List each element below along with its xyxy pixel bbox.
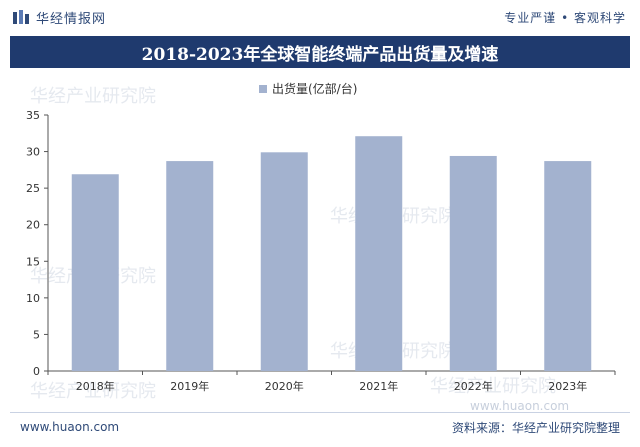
bar-chart: 华经产业研究院华经产业研究院华经产业研究院华经产业研究院华经产业研究院华经产业研… xyxy=(26,81,616,410)
y-tick-label: 5 xyxy=(33,328,40,341)
x-tick-label: 2023年 xyxy=(548,379,587,393)
brand-name: 华经情报网 xyxy=(36,11,107,27)
legend-label: 出货量(亿部/台) xyxy=(272,81,357,96)
legend-swatch xyxy=(259,85,267,93)
footer: www.huaon.com 资料来源：华经产业研究院整理 xyxy=(10,413,630,441)
slogan: 专业严谨 • 客观科学 xyxy=(504,10,626,25)
x-tick-label: 2020年 xyxy=(265,379,304,393)
bar-2020年 xyxy=(260,152,308,371)
chart-title-bar: 2018-2023年全球智能终端产品出货量及增速 xyxy=(10,36,630,68)
footer-source: 资料来源：华经产业研究院整理 xyxy=(451,420,620,435)
x-tick-label: 2022年 xyxy=(454,379,493,393)
y-tick-label: 10 xyxy=(26,292,40,305)
bar-2023年 xyxy=(544,161,592,371)
watermark-text: 华经产业研究院 xyxy=(30,381,156,402)
y-tick-label: 15 xyxy=(26,255,40,268)
x-tick-label: 2021年 xyxy=(359,379,398,393)
chart-title: 2018-2023年全球智能终端产品出货量及增速 xyxy=(141,44,499,65)
footer-website: www.huaon.com xyxy=(20,420,120,434)
brand: 华经情报网 xyxy=(12,8,106,27)
y-tick-label: 30 xyxy=(26,146,40,159)
top-bar: 华经情报网 专业严谨 • 客观科学 xyxy=(0,0,640,34)
watermark-text: 华经产业研究院 xyxy=(430,376,556,397)
bar-2018年 xyxy=(71,174,119,371)
x-tick-label: 2018年 xyxy=(76,379,115,393)
bar-2021年 xyxy=(355,136,403,371)
y-tick-label: 35 xyxy=(26,109,40,122)
footer-divider xyxy=(10,412,630,413)
x-tick-label: 2019年 xyxy=(170,379,209,393)
y-tick-label: 25 xyxy=(26,182,40,195)
bar-2022年 xyxy=(449,155,497,371)
y-tick-label: 20 xyxy=(26,219,40,232)
watermark-url: www.huaon.com xyxy=(470,399,569,410)
bar-2019年 xyxy=(166,161,214,371)
brand-logo-icon xyxy=(13,10,29,24)
watermark-text: 华经产业研究院 xyxy=(30,86,156,107)
y-tick-label: 0 xyxy=(33,365,40,378)
